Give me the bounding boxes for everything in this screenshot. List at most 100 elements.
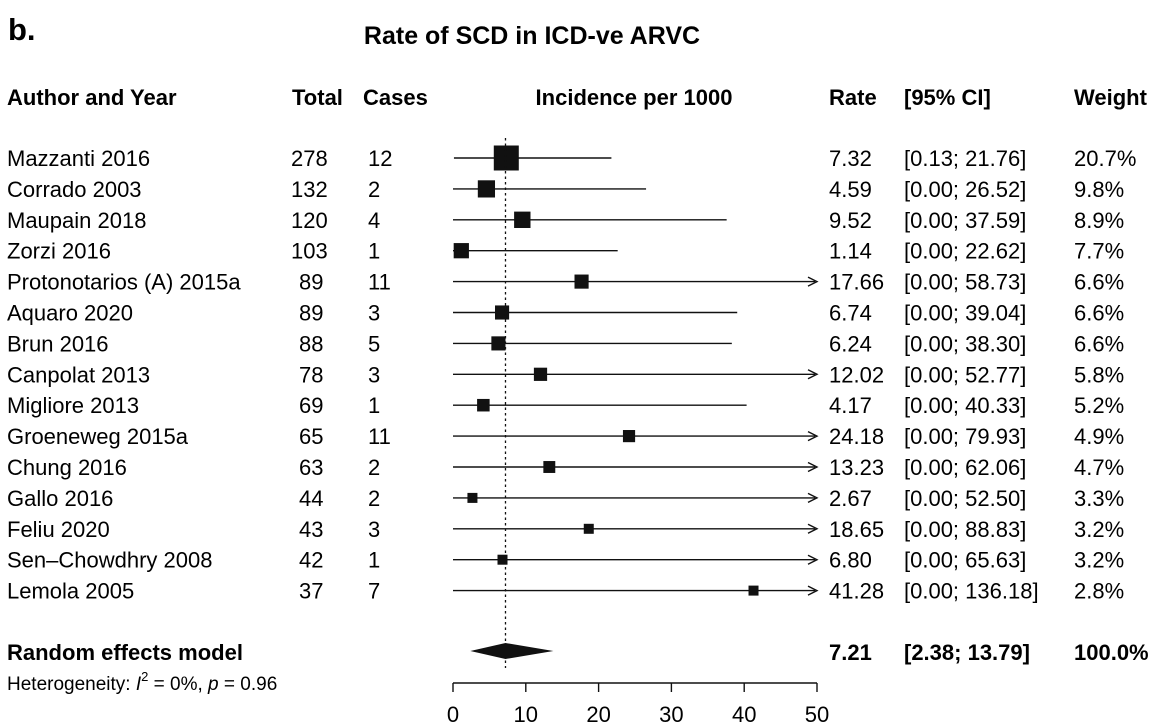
study-name: Protonotarios (A) 2015a [7,270,241,295]
study-cases: 3 [368,301,380,326]
study-ci: [0.00; 65.63] [904,548,1026,573]
study-weight-box [467,492,478,503]
study-weight: 7.7% [1074,239,1124,264]
study-weight-box [491,336,506,351]
study-weight-box [748,585,759,596]
study-rate: 6.74 [829,301,872,326]
study-weight: 2.8% [1074,579,1124,604]
study-ci: [0.00; 22.62] [904,239,1026,264]
study-name: Maupain 2018 [7,208,146,233]
study-row: Maupain 2018 120 4 9.52 [0.00; 37.59] 8.9% [7,208,1124,233]
study-weight: 6.6% [1074,270,1124,295]
study-cases: 7 [368,579,380,604]
study-weight-box [453,243,469,259]
study-total: 120 [291,208,328,233]
study-name: Corrado 2003 [7,177,142,202]
study-total: 278 [291,146,328,171]
study-row: Canpolat 2013 78 3 12.02 [0.00; 52.77] 5.8% [7,362,1124,387]
study-row: Zorzi 2016 103 1 1.14 [0.00; 22.62] 7.7% [7,239,1124,264]
study-ci: [0.00; 38.30] [904,331,1026,356]
study-row: Chung 2016 63 2 13.23 [0.00; 62.06] 4.7% [7,455,1124,480]
x-tick-label: 10 [514,702,538,725]
study-cases: 2 [368,486,380,511]
study-name: Chung 2016 [7,455,127,480]
heterogeneity-i-sup: 2 [141,669,148,684]
study-cases: 2 [368,455,380,480]
heterogeneity-p-value: = 0.96 [219,674,278,695]
study-name: Migliore 2013 [7,393,139,418]
study-row: Groeneweg 2015a 65 11 24.18 [0.00; 79.93] 4.9… [7,424,1124,449]
study-name: Zorzi 2016 [7,239,111,264]
summary-row: Random effects model 7.21 [2.38; 13.79] … [7,640,1149,665]
study-weight: 6.6% [1074,301,1124,326]
study-total: 44 [299,486,323,511]
study-name: Aquaro 2020 [7,301,133,326]
study-weight-box [477,398,490,412]
study-weight-box [574,274,589,289]
chart-title: Rate of SCD in ICD-ve ARVC [364,22,700,50]
study-ci: [0.00; 52.50] [904,486,1026,511]
study-name: Gallo 2016 [7,486,113,511]
study-ci: [0.00; 58.73] [904,270,1026,295]
study-ci-arrow [807,492,819,504]
study-rate: 41.28 [829,579,884,604]
x-tick-label: 40 [732,702,756,725]
summary-rate: 7.21 [829,640,872,665]
heterogeneity-p-symbol: p [207,674,219,695]
study-name: Canpolat 2013 [7,362,150,387]
study-name: Groeneweg 2015a [7,424,189,449]
study-total: 78 [299,362,323,387]
study-rate: 4.17 [829,393,872,418]
header-rate: Rate [829,85,877,110]
header-ci: [95% CI] [904,85,991,110]
study-ci: [0.00; 40.33] [904,393,1026,418]
heterogeneity-prefix: Heterogeneity: [7,674,136,695]
study-weight: 9.8% [1074,177,1124,202]
study-ci-arrow [807,276,819,287]
study-weight-box [514,211,531,228]
panel-label: b. [8,12,36,47]
study-ci: [0.00; 79.93] [904,424,1026,449]
study-total: 37 [299,579,323,604]
study-ci: [0.13; 21.76] [904,146,1026,171]
study-weight: 4.7% [1074,455,1124,480]
study-ci: [0.00; 39.04] [904,301,1026,326]
study-cases: 5 [368,331,380,356]
study-name: Feliu 2020 [7,517,110,542]
study-name: Sen–Chowdhry 2008 [7,548,212,573]
study-name: Lemola 2005 [7,579,134,604]
study-cases: 12 [368,146,392,171]
x-axis: 0 10 20 30 40 50 [447,682,829,725]
study-weight-box [495,305,510,320]
study-weight-box [497,554,508,565]
study-ci-arrow [807,430,819,442]
study-total: 42 [299,548,323,573]
study-cases: 1 [368,548,380,573]
study-weight-box [533,367,548,381]
study-row: Migliore 2013 69 1 4.17 [0.00; 40.33] 5.2% [7,393,1124,418]
study-rate: 6.80 [829,548,872,573]
study-ci-arrow [807,554,819,565]
header-weight: Weight [1074,85,1148,110]
study-row: Brun 2016 88 5 6.24 [0.00; 38.30] 6.6% [7,331,1124,356]
header-total: Total [292,85,343,110]
study-row: Corrado 2003 132 2 4.59 [0.00; 26.52] 9.8% [7,177,1124,202]
summary-diamond [470,643,554,659]
study-total: 63 [299,455,323,480]
summary-label: Random effects model [7,640,243,665]
study-ci: [0.00; 37.59] [904,208,1026,233]
study-rate: 13.23 [829,455,884,480]
study-rate: 2.67 [829,486,872,511]
study-rate: 7.32 [829,146,872,171]
study-total: 132 [291,177,328,202]
study-weight: 3.2% [1074,517,1124,542]
study-rows: Mazzanti 2016 278 12 7.32 [0.13; 21.76] 20.7%… [7,145,1136,604]
header-plot: Incidence per 1000 [536,85,733,110]
study-weight: 20.7% [1074,146,1136,171]
study-rate: 9.52 [829,208,872,233]
study-ci: [0.00; 52.77] [904,362,1026,387]
x-tick-label: 30 [659,702,683,725]
x-tick-label: 0 [447,702,459,725]
study-rate: 12.02 [829,362,884,387]
